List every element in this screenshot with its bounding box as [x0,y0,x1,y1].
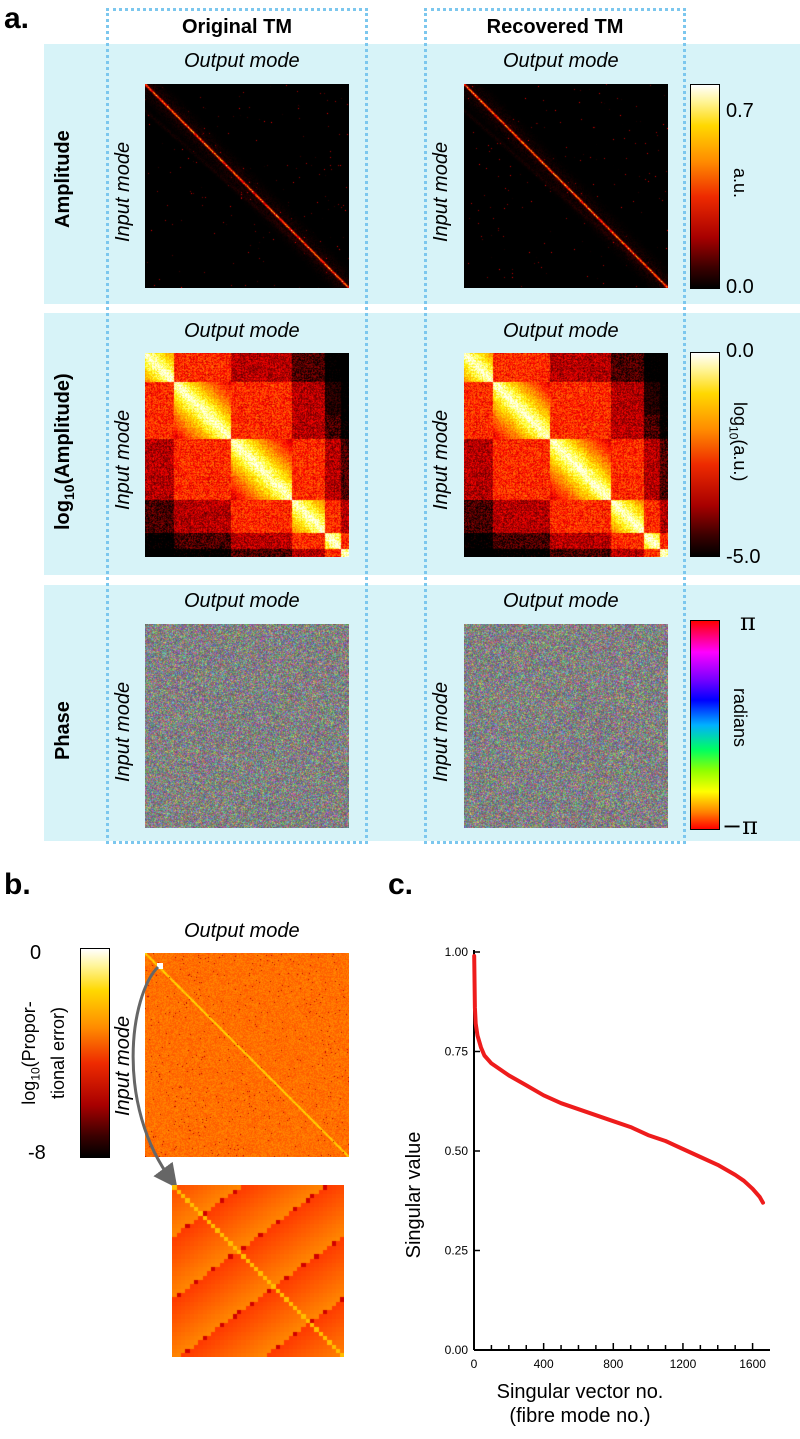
input-mode-label: Input mode [430,681,452,782]
panel-c-letter: c. [388,868,414,901]
proportional-error-colorbar-max: 0 [30,942,42,964]
x-axis-label: Singular vector no. [497,1381,664,1403]
row-title-phase: Phase [52,701,74,760]
y-tick-label: 0.25 [445,1244,469,1258]
original-amplitude-heatmap [145,84,349,288]
output-mode-label: Output mode [184,920,300,942]
x-tick-label: 400 [534,1357,554,1371]
x-tick-label: 1200 [670,1357,697,1371]
output-mode-label: Output mode [503,590,619,612]
amplitude-colorbar-min: 0.0 [726,276,754,298]
proportional-error-colorbar-label: log10(Propor- tional error) [19,1001,68,1105]
output-mode-label: Output mode [184,50,300,72]
phase-colorbar-unit: radians [730,688,750,748]
recovered-tm-title: Recovered TM [486,16,624,38]
y-tick-label: 1.00 [445,945,469,959]
x-axis-label-line2: (fibre mode no.) [509,1405,650,1427]
y-tick-label: 0.50 [445,1144,469,1158]
y-axis-label: Singular value [403,1132,425,1259]
phase-colorbar-max: π [740,608,756,636]
log-amplitude-colorbar [690,352,720,557]
original-log-amplitude-heatmap [145,353,349,557]
singular-value-series-line [472,954,765,1205]
input-mode-label: Input mode [430,141,452,242]
panel-a-letter: a. [4,2,30,35]
recovered-tm-column-box [424,8,686,844]
phase-colorbar-min: −π [722,812,758,840]
x-tick-label: 1600 [739,1357,766,1371]
original-tm-column-box [106,8,368,844]
zoom-arrow [131,965,178,1189]
y-tick-label: 0.00 [445,1343,469,1357]
x-tick-label: 0 [471,1357,478,1371]
output-mode-label: Output mode [503,320,619,342]
panel-b-letter: b. [4,868,31,901]
input-mode-label: Input mode [112,141,134,242]
input-mode-label: Input mode [430,409,452,510]
output-mode-label: Output mode [503,50,619,72]
y-tick-label: 0.75 [445,1045,469,1059]
original-tm-title: Original TM [182,16,292,38]
proportional-error-colorbar-min: -8 [28,1142,46,1164]
input-mode-label: Input mode [112,409,134,510]
log-amplitude-colorbar-min: -5.0 [726,546,761,568]
phase-colorbar [690,620,720,830]
input-mode-label: Input mode [112,681,134,782]
log-amplitude-colorbar-unit: log10(a.u.) [726,402,750,482]
zoom-region-marker [157,963,163,969]
log-amplitude-colorbar-max: 0.0 [726,340,754,362]
original-phase-heatmap [145,624,349,828]
output-mode-label: Output mode [184,590,300,612]
x-tick-label: 800 [603,1357,623,1371]
zoomed-error-heatmap [172,1185,344,1357]
proportional-error-colorbar [80,948,110,1158]
recovered-phase-heatmap [464,624,668,828]
recovered-log-amplitude-heatmap [464,353,668,557]
singular-value-chart: 0.00 0.25 0.50 0.75 1.00 0 400 800 1200 1600 Sing… [403,945,770,1427]
output-mode-label: Output mode [184,320,300,342]
amplitude-colorbar-unit: a.u. [730,168,750,199]
recovered-amplitude-heatmap [464,84,668,288]
proportional-error-heatmap [145,953,349,1157]
amplitude-colorbar-max: 0.7 [726,100,754,122]
amplitude-colorbar [690,84,720,289]
row-title-log-amplitude: log10(Amplitude) [52,373,77,530]
row-title-amplitude: Amplitude [52,130,74,228]
